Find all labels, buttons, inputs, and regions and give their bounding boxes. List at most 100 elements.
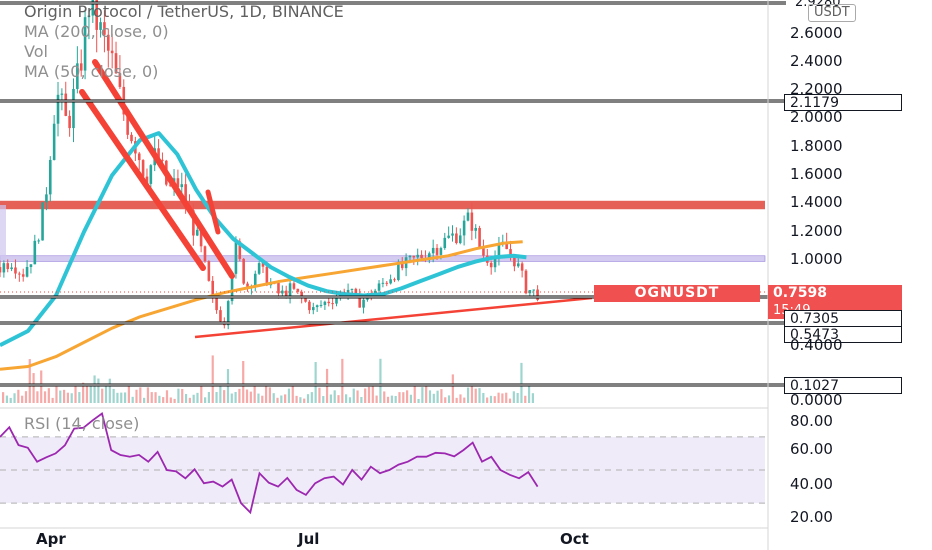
volume-bar xyxy=(470,386,474,403)
volume-bar xyxy=(177,388,180,403)
volume-bar xyxy=(162,397,165,403)
candle-body xyxy=(385,282,389,284)
volume-bar xyxy=(531,393,534,403)
volume-bar xyxy=(249,391,252,403)
volume-bar xyxy=(364,388,367,403)
candle-body xyxy=(331,303,334,305)
volume-bar xyxy=(245,389,249,403)
price-axis-label: 1.8000 xyxy=(790,137,843,155)
candle-body xyxy=(60,93,64,95)
volume-bar xyxy=(440,389,443,403)
volume-bars xyxy=(2,355,534,403)
volume-bar xyxy=(386,396,390,403)
candle-body xyxy=(381,282,385,284)
volume-bar xyxy=(207,392,211,403)
candle-body xyxy=(6,263,10,270)
candle-body xyxy=(435,247,439,255)
volume-bar xyxy=(482,392,485,403)
volume-bar xyxy=(291,386,294,403)
candle-body xyxy=(126,114,129,135)
candle-body xyxy=(230,273,234,302)
candle-body xyxy=(335,297,338,304)
volume-bar xyxy=(409,394,413,403)
trendline-1 xyxy=(92,59,235,279)
candle-body xyxy=(83,17,87,71)
volume-bar xyxy=(32,373,35,403)
last-price-tag: 0.7598 xyxy=(768,285,902,302)
volume-bar xyxy=(43,391,47,403)
volume-bar xyxy=(223,390,226,403)
candle-body xyxy=(141,160,145,177)
candle-body xyxy=(323,301,327,305)
volume-bar xyxy=(169,397,172,403)
volume-bar xyxy=(192,394,195,403)
volume-bar xyxy=(505,392,508,403)
rsi-legend[interactable]: RSI (14, close) xyxy=(24,414,140,433)
volume-bar xyxy=(196,392,199,403)
volume-bar xyxy=(135,389,138,403)
volume-bar xyxy=(276,397,279,403)
resistance-zone xyxy=(0,200,765,210)
trendline-3 xyxy=(205,189,221,235)
volume-bar xyxy=(97,378,100,403)
candle-body xyxy=(48,159,52,195)
volume-bar xyxy=(215,392,218,403)
volume-bar xyxy=(512,391,515,403)
candle-body xyxy=(52,123,56,160)
volume-bar xyxy=(375,395,378,403)
moving-averages xyxy=(0,131,527,371)
candle-body xyxy=(207,261,211,281)
candle-body xyxy=(509,249,512,255)
rsi-axis-label: 60.00 xyxy=(790,440,833,458)
candle-body xyxy=(234,241,238,274)
ma50-legend[interactable]: MA (50, close, 0) xyxy=(24,62,159,81)
ma200-legend[interactable]: MA (200, close, 0) xyxy=(24,22,169,41)
volume-bar xyxy=(85,385,89,403)
volume-bar xyxy=(360,397,363,403)
volume-bar xyxy=(280,395,283,403)
volume-bar xyxy=(345,394,348,403)
ma200-line xyxy=(0,240,523,371)
price-axis-label: 2.4000 xyxy=(790,52,843,70)
candle-body xyxy=(199,229,203,247)
vol-legend[interactable]: Vol xyxy=(24,42,48,61)
candle-body xyxy=(253,273,257,287)
candle-body xyxy=(327,301,331,304)
candle-body xyxy=(41,202,44,241)
volume-bar xyxy=(486,397,489,403)
candle-body xyxy=(106,34,110,51)
volume-bar xyxy=(230,393,233,403)
candle-body xyxy=(431,247,435,254)
volume-bar xyxy=(432,393,435,403)
candle-body xyxy=(482,247,485,256)
volume-bar xyxy=(78,392,81,403)
price-axis-label: 2.2000 xyxy=(790,80,843,98)
rsi-axis-label: 20.00 xyxy=(790,508,833,526)
candle-body xyxy=(118,73,122,87)
price-axis-label: 1.6000 xyxy=(790,165,843,183)
candle-body xyxy=(242,258,245,284)
volume-bar xyxy=(520,362,523,403)
volume-bar xyxy=(314,362,317,403)
time-axis-label: Oct xyxy=(560,530,589,548)
candle-body xyxy=(428,253,431,261)
volume-bar xyxy=(383,391,386,403)
candle-body xyxy=(281,290,284,294)
volume-bar xyxy=(367,386,371,403)
candle-body xyxy=(311,307,315,311)
volume-bar xyxy=(5,395,9,403)
volume-bar xyxy=(428,390,432,403)
candle-body xyxy=(56,94,60,124)
volume-bar xyxy=(463,397,466,403)
candle-body xyxy=(265,266,269,286)
candle-body xyxy=(304,298,307,302)
candle-body xyxy=(137,153,141,161)
candle-body xyxy=(478,227,481,248)
price-tag-0-1027: 0.1027 xyxy=(784,377,902,394)
candle-body xyxy=(354,288,358,294)
currency-badge[interactable]: USDT xyxy=(808,4,856,22)
candle-body xyxy=(149,165,153,184)
volume-bar xyxy=(421,387,424,403)
price-axis-label: 1.4000 xyxy=(790,193,843,211)
volume-bar xyxy=(104,385,108,403)
